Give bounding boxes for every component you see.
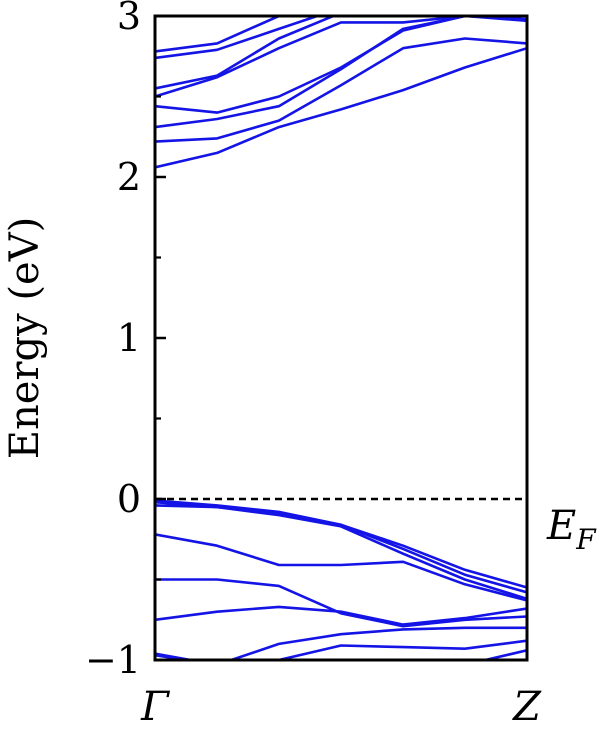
bands-layer <box>155 16 527 660</box>
band-line-5 <box>155 16 527 98</box>
fermi-label-sub: F <box>575 523 597 556</box>
band-line-11 <box>155 504 527 601</box>
band-line-13 <box>155 578 527 628</box>
y-tick-label: 2 <box>117 155 141 199</box>
band-line-3 <box>155 16 527 129</box>
fermi-level-label: EF <box>546 503 597 556</box>
band-line-2 <box>155 37 527 143</box>
y-tick-label: 0 <box>117 477 141 521</box>
band-line-1 <box>155 46 527 169</box>
y-tick-label: 1 <box>117 316 141 360</box>
band-line-8 <box>155 16 290 53</box>
y-tick-label: 3 <box>117 0 141 38</box>
band-line-14 <box>155 605 527 626</box>
band-line-4 <box>155 16 527 114</box>
x-tick-label: Z <box>511 684 542 730</box>
band-line-12 <box>155 533 527 602</box>
y-axis-label: Energy (eV) <box>2 217 48 459</box>
band-line-15 <box>155 626 527 660</box>
band-line-7 <box>155 16 322 60</box>
band-line-16 <box>268 639 527 660</box>
band-line-6 <box>155 16 337 90</box>
x-tick-label: Γ <box>140 684 170 730</box>
y-axis-ticks: −1 0 1 2 3 <box>85 0 166 682</box>
y-tick-label: −1 <box>85 638 141 682</box>
fermi-label-main: E <box>546 503 576 549</box>
